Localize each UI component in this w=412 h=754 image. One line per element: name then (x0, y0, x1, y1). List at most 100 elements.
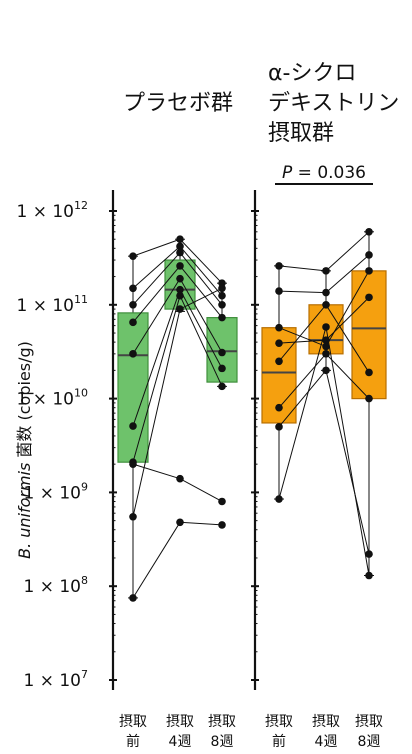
data-point (275, 357, 283, 366)
data-point (322, 342, 330, 351)
data-point (218, 364, 226, 373)
data-point (176, 242, 184, 251)
data-point (176, 291, 184, 300)
data-point (218, 284, 226, 293)
category-label-line-1: 摂取 (355, 714, 383, 730)
data-point (365, 368, 373, 377)
data-point (218, 348, 226, 357)
right-panel-title-line-2: デキストリン (268, 91, 399, 116)
y-axis-label-species: B. uniformis (15, 463, 34, 559)
data-point (176, 274, 184, 283)
data-point (176, 235, 184, 244)
y-tick-base: 1 × 10 (17, 390, 75, 410)
y-tick-exponent: 11 (74, 293, 88, 306)
data-point (365, 267, 373, 275)
data-point (365, 228, 373, 236)
data-point (218, 382, 226, 391)
data-point (129, 594, 137, 602)
data-point (176, 518, 184, 527)
category-label-line-2: 4週 (169, 734, 192, 750)
subject-line (132, 521, 223, 599)
y-tick-exponent: 9 (81, 480, 88, 493)
y-tick-exponent: 10 (74, 387, 88, 400)
data-point (365, 293, 373, 302)
subject-line (132, 463, 223, 502)
data-point (218, 521, 226, 529)
y-tick-exponent: 7 (81, 668, 88, 681)
category-label-line-2: 4週 (315, 734, 338, 750)
data-point (218, 301, 226, 309)
data-point (365, 251, 373, 259)
subject-line (278, 231, 370, 272)
data-point (275, 287, 283, 295)
y-tick-label: 1 × 1011 (17, 293, 89, 316)
right-panel-title-line-3: 摂取群 (268, 121, 334, 146)
category-label-line-2: 8週 (211, 734, 234, 750)
y-tick-label: 1 × 108 (24, 574, 89, 597)
category-label-line-2: 前 (272, 733, 286, 750)
y-tick-exponent: 8 (81, 574, 88, 587)
box (117, 312, 149, 463)
data-point (176, 285, 184, 294)
data-point (218, 497, 226, 506)
data-point (218, 313, 226, 322)
y-tick-label: 1 × 1010 (17, 387, 89, 410)
left-panel-title: プラセボ群 (123, 91, 233, 116)
y-tick-base: 1 × 10 (17, 202, 75, 222)
y-tick-base: 1 × 10 (24, 671, 82, 691)
data-point (176, 305, 184, 313)
data-point (129, 252, 137, 260)
category-label-line-1: 摂取 (166, 714, 194, 730)
data-point (322, 350, 330, 358)
y-tick-label: 1 × 109 (24, 480, 89, 503)
y-axis-label: B. uniformis 菌数 (copies/g) (15, 341, 34, 559)
data-point (365, 571, 373, 580)
y-tick-label: 1 × 1012 (17, 199, 89, 222)
data-point (129, 512, 137, 521)
data-point (365, 394, 373, 403)
data-point (275, 403, 283, 412)
data-point (275, 262, 283, 270)
category-label-line-2: 前 (126, 733, 140, 750)
y-tick-base: 1 × 10 (24, 483, 82, 503)
category-label-line-1: 摂取 (265, 714, 293, 730)
category-label-line-1: 摂取 (312, 714, 340, 730)
category-label-line-1: 摂取 (119, 714, 147, 730)
y-axis-label-unit: 菌数 (copies/g) (15, 341, 34, 463)
data-point (275, 323, 283, 332)
data-point (322, 301, 330, 309)
y-tick-label: 1 × 107 (24, 668, 89, 691)
category-label-line-1: 摂取 (208, 714, 236, 730)
data-point (129, 422, 137, 430)
data-point (322, 288, 330, 297)
y-tick-base: 1 × 10 (17, 296, 75, 316)
data-point (218, 291, 226, 300)
data-point (129, 284, 137, 293)
category-label-line-2: 8週 (358, 734, 381, 750)
data-point (129, 301, 137, 309)
data-point (275, 423, 283, 431)
data-point (322, 323, 330, 331)
data-point (275, 339, 283, 347)
p-value-label: P = 0.036 (282, 163, 366, 183)
data-point (129, 350, 137, 358)
data-point (322, 366, 330, 375)
data-point (129, 460, 137, 468)
data-point (322, 267, 330, 275)
y-tick-exponent: 12 (74, 199, 88, 212)
y-tick-base: 1 × 10 (24, 577, 82, 597)
data-point (275, 495, 283, 503)
p-value-symbol: P (282, 163, 293, 183)
cyclodextrin-panel: 摂取前 摂取 4週 摂取 8週 P = 0.036 (251, 163, 387, 750)
data-point (176, 474, 184, 483)
data-point (176, 248, 184, 257)
right-panel-title-line-1: α-シクロ (268, 61, 356, 86)
data-point (365, 550, 373, 558)
p-value-number: = 0.036 (292, 163, 366, 183)
box (351, 270, 387, 400)
data-point (176, 262, 184, 270)
data-point (129, 318, 137, 327)
